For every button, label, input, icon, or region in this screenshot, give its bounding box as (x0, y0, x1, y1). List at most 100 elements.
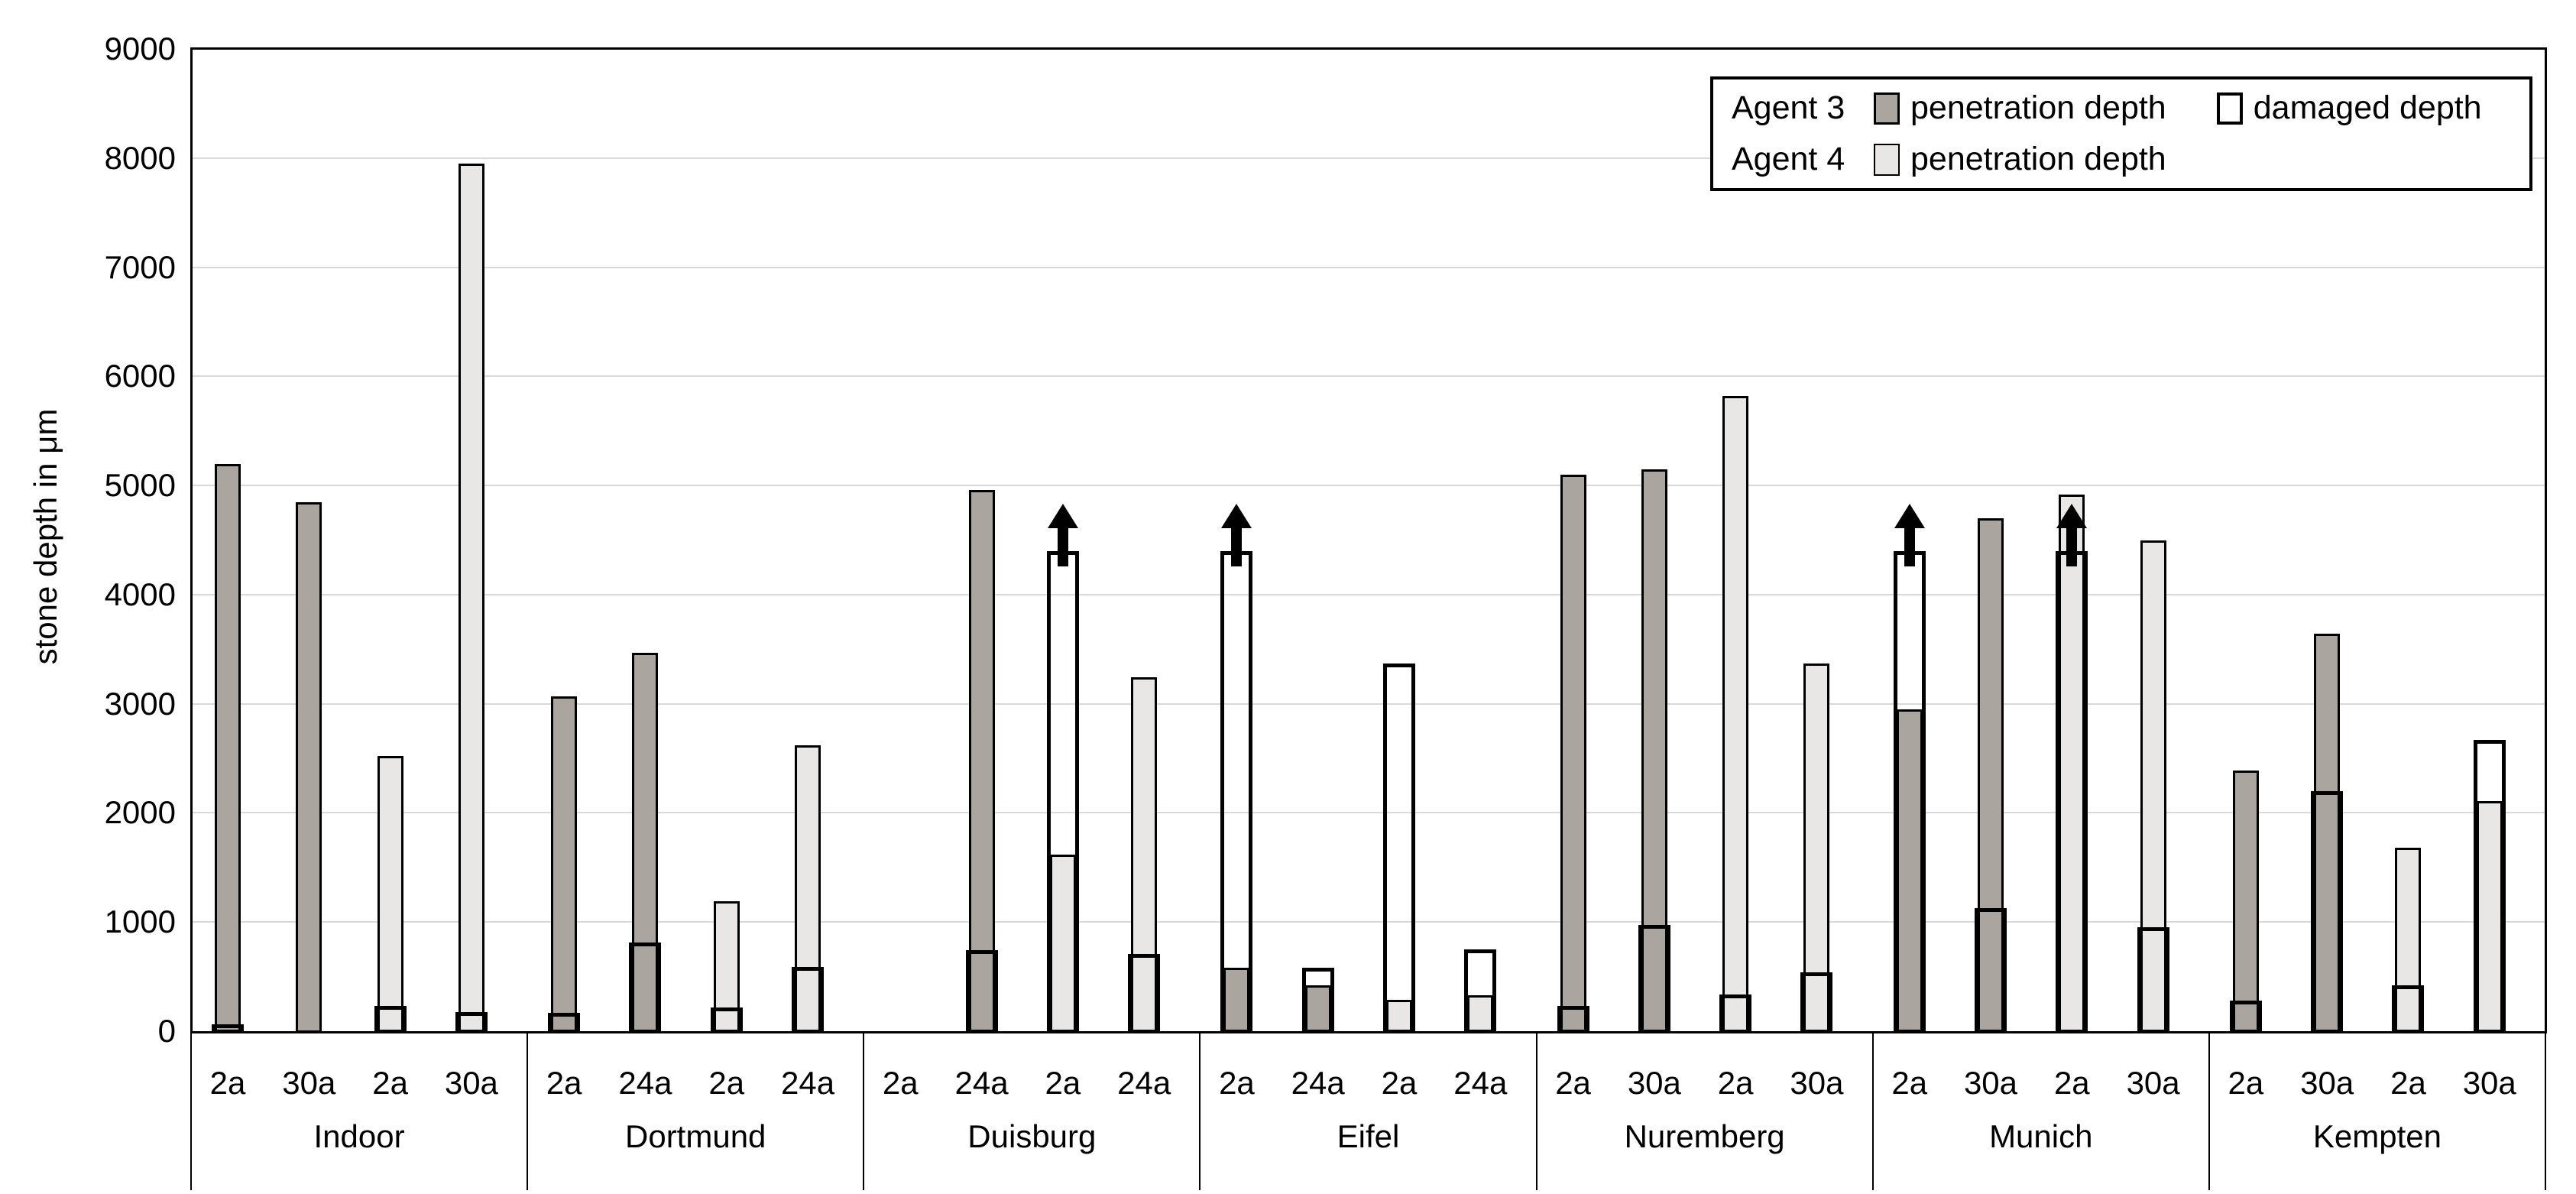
arrow-part (1221, 503, 1252, 528)
x-axis-age-label: 2a (209, 1065, 246, 1101)
bar-penetration-nuremberg-2a (1560, 474, 1586, 1033)
bar-penetration-kempten-2a (2395, 848, 2422, 1033)
box-damaged-kempten-2a (2229, 1001, 2262, 1033)
box-damaged-eifel-24a (1301, 968, 1334, 1033)
box-damaged-munich-2a (2056, 550, 2088, 1033)
agent4-penetration-swatch-icon (1874, 143, 1900, 176)
bar-penetration-kempten-30a (2314, 634, 2341, 1033)
legend-agent3-damaged-label: damaged depth (2253, 89, 2482, 126)
box-damaged-dortmund-24a (792, 966, 825, 1033)
x-axis-location-label-dortmund: Dortmund (625, 1118, 766, 1154)
x-axis-age-label: 24a (1453, 1065, 1508, 1101)
box-damaged-nuremberg-30a (1638, 924, 1670, 1033)
box-damaged-munich-30a (1975, 907, 2007, 1033)
y-tick-label: 6000 (104, 358, 176, 394)
x-axis-age-label: 24a (1117, 1065, 1171, 1101)
gridline-6000 (191, 375, 2545, 378)
arrow-part (2056, 503, 2088, 528)
x-axis-age-label: 2a (2390, 1065, 2426, 1101)
box-damaged-nuremberg-2a (1719, 994, 1752, 1033)
box-damaged-indoor-2a (212, 1024, 244, 1033)
box-damaged-duisburg-24a (1128, 953, 1161, 1033)
gridline-7000 (191, 266, 2545, 268)
x-axis-age-label: 2a (546, 1065, 582, 1101)
y-tick-label: 8000 (104, 139, 176, 176)
box-damaged-eifel-2a (1383, 663, 1416, 1033)
exceeds-range-arrow-icon (1221, 503, 1252, 566)
x-axis-location-label-eifel: Eifel (1337, 1118, 1400, 1154)
arrow-part (1231, 526, 1243, 566)
x-axis-age-label: 2a (2228, 1065, 2264, 1101)
x-axis-divider (1199, 1031, 1201, 1190)
box-damaged-kempten-30a (2473, 739, 2506, 1033)
box-damaged-munich-2a (1893, 550, 1926, 1033)
legend-agent4-label: Agent 4 (1732, 141, 1845, 177)
box-damaged-eifel-2a (1220, 550, 1253, 1033)
bar-penetration-nuremberg-30a (1641, 469, 1667, 1033)
legend-agent3-penetration-label: penetration depth (1910, 89, 2166, 126)
bar-penetration-nuremberg-2a (1722, 396, 1749, 1033)
x-axis-age-label: 24a (618, 1065, 672, 1101)
x-axis-age-label: 30a (2300, 1065, 2354, 1101)
y-tick-label: 3000 (104, 685, 176, 722)
x-axis-divider (2208, 1031, 2210, 1190)
box-damaged-munich-30a (2137, 927, 2169, 1033)
y-tick-label: 2000 (104, 794, 176, 831)
x-axis-age-label: 2a (1891, 1065, 1928, 1101)
exceeds-range-arrow-icon (2056, 503, 2088, 566)
x-axis-age-label: 30a (444, 1065, 498, 1101)
bar-penetration-dortmund-24a (632, 652, 659, 1033)
box-damaged-nuremberg-2a (1557, 1006, 1589, 1033)
x-axis-location-label-munich: Munich (1989, 1118, 2093, 1154)
legend-row-agent4: Agent 4 penetration depth (1732, 141, 2522, 178)
x-axis-location-label-kempten: Kempten (2312, 1118, 2442, 1154)
x-axis-age-label: 2a (1381, 1065, 1418, 1101)
x-axis-age-label: 2a (1219, 1065, 1255, 1101)
y-tick-label: 4000 (104, 576, 176, 612)
x-axis-divider (1535, 1031, 1537, 1190)
legend-agent3-label: Agent 3 (1732, 89, 1845, 126)
box-damaged-nuremberg-30a (1800, 972, 1833, 1033)
x-axis-divider (190, 1031, 192, 1190)
bar-penetration-dortmund-2a (551, 696, 578, 1033)
x-axis-age-label: 2a (1045, 1065, 1081, 1101)
y-tick-label: 7000 (104, 248, 176, 285)
x-axis-age-label: 24a (1291, 1065, 1345, 1101)
bar-penetration-munich-2a (2059, 494, 2085, 1033)
bar-penetration-indoor-2a (377, 756, 403, 1033)
x-axis-age-label: 30a (282, 1065, 336, 1101)
bar-penetration-eifel-24a (1467, 994, 1494, 1033)
x-axis-age-label: 2a (1717, 1065, 1754, 1101)
agent3-damaged-swatch-icon (2216, 92, 2243, 125)
gridline-4000 (191, 593, 2545, 595)
bar-penetration-munich-2a (1896, 709, 1923, 1033)
bar-penetration-nuremberg-30a (1803, 663, 1830, 1033)
plot-frame (190, 47, 2547, 1033)
x-axis-age-label: 30a (2462, 1065, 2516, 1101)
box-damaged-kempten-2a (2392, 985, 2425, 1033)
bar-penetration-indoor-2a (215, 463, 241, 1033)
x-axis-age-label: 30a (1627, 1065, 1681, 1101)
legend: Agent 3 penetration depth damaged depth … (1710, 76, 2532, 191)
x-axis-divider (1871, 1031, 1874, 1190)
exceeds-range-arrow-icon (1047, 503, 1078, 566)
arrow-part (2066, 526, 2078, 566)
x-axis-age-label: 2a (1555, 1065, 1591, 1101)
gridline-5000 (191, 485, 2545, 487)
x-axis-age-label: 30a (1790, 1065, 1844, 1101)
legend-agent4-penetration-label: penetration depth (1910, 141, 2166, 177)
box-damaged-duisburg-2a (1046, 550, 1079, 1033)
x-axis-age-label: 2a (372, 1065, 408, 1101)
y-tick-label: 1000 (104, 904, 176, 940)
arrow-part (1904, 526, 1915, 566)
x-axis-age-label: 24a (954, 1065, 1009, 1101)
x-axis-age-label: 30a (1963, 1065, 2018, 1101)
bar-penetration-duisburg-24a (1131, 677, 1158, 1033)
arrow-part (1047, 503, 1078, 528)
box-damaged-dortmund-2a (548, 1013, 581, 1033)
x-axis-location-label-duisburg: Duisburg (967, 1118, 1097, 1154)
y-axis-title: stone depth in μm (28, 408, 63, 665)
arrow-part (1894, 503, 1925, 528)
x-axis-age-label: 2a (882, 1065, 919, 1101)
